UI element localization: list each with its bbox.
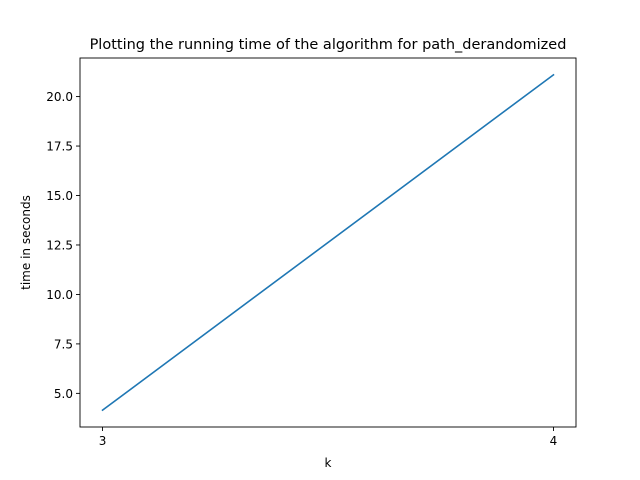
series-line bbox=[101, 73, 555, 412]
y-tick-label: 7.5 bbox=[54, 337, 73, 351]
y-tick-label: 10.0 bbox=[46, 288, 73, 302]
plot-series bbox=[101, 73, 555, 412]
y-tick-label: 20.0 bbox=[46, 90, 73, 104]
plot-area-frame bbox=[79, 57, 577, 428]
y-tick-label: 5.0 bbox=[54, 387, 73, 401]
x-axis-label: k bbox=[325, 456, 332, 470]
y-tick-label: 12.5 bbox=[46, 238, 73, 252]
y-axis-label: time in seconds bbox=[19, 195, 33, 290]
y-tick-label: 15.0 bbox=[46, 189, 73, 203]
x-tick-label: 4 bbox=[550, 434, 558, 448]
y-axis-ticks: 5.0 7.5 10.0 12.5 15.0 17.5 20.0 bbox=[46, 90, 80, 401]
chart-title: Plotting the running time of the algorit… bbox=[90, 37, 567, 53]
y-tick-label: 17.5 bbox=[46, 140, 73, 154]
x-tick-label: 3 bbox=[99, 434, 107, 448]
